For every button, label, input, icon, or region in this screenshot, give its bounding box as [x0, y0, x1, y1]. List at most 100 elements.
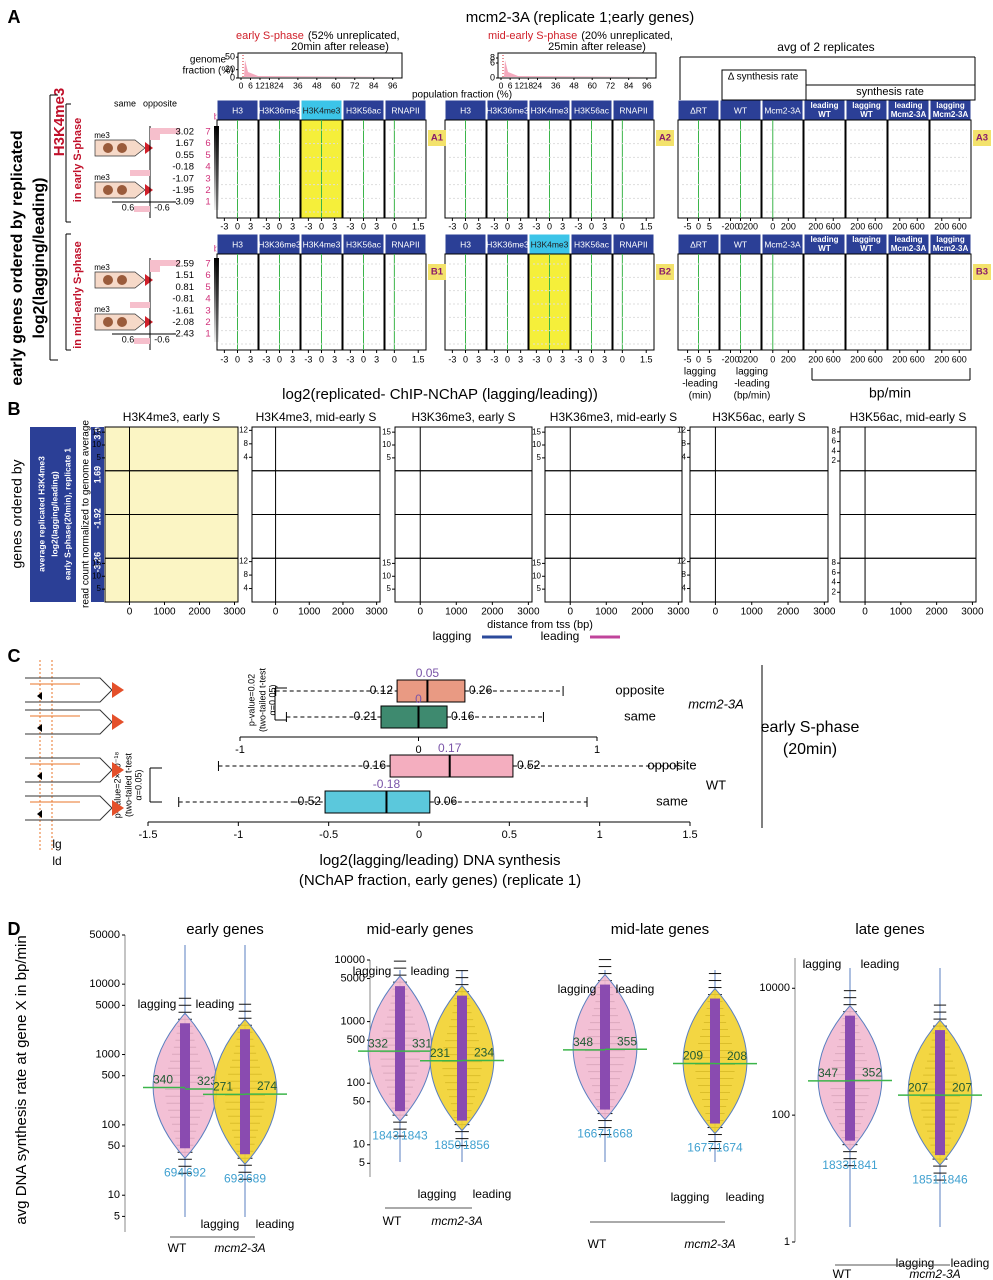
- bin-number: 2: [205, 185, 210, 196]
- x-axis-label: log2(replicated- ChIP-NChAP (lagging/lea…: [282, 386, 598, 403]
- column-plot: [612, 253, 655, 351]
- column-header-text: H3K4me3: [531, 239, 569, 249]
- x-tick-label: -3: [220, 354, 228, 364]
- facet-title: H3K56ac, early S: [712, 410, 805, 424]
- y-tick-label: 5: [537, 453, 542, 462]
- violin-core: [180, 1023, 190, 1149]
- side-label: lagging: [671, 1190, 710, 1204]
- badge-text: B3: [976, 267, 988, 278]
- median-label: 347: [818, 1066, 838, 1080]
- delta-header: Δ synthesis rate: [728, 72, 799, 83]
- side-label: lagging: [201, 1217, 240, 1231]
- x-tick-label: -3: [490, 221, 498, 231]
- column-plot: [761, 253, 804, 351]
- panel-title: mcm2-3A (replicate 1;early genes): [466, 9, 694, 26]
- facet-frame: [394, 470, 533, 515]
- group-label: mcm2-3A: [909, 1267, 960, 1280]
- diagram-label: me3: [94, 131, 110, 140]
- y-tick-label: 6: [832, 437, 837, 446]
- x-tick-label: 200: [808, 354, 823, 364]
- x-tick-label: 0: [589, 354, 594, 364]
- bin-number: 5: [205, 282, 210, 293]
- panel-label: B: [8, 399, 21, 419]
- y-tick-label: 4: [832, 578, 837, 587]
- x-tick-label: 0: [589, 221, 594, 231]
- right-xlabel: lagging: [736, 367, 768, 378]
- side-label: leading: [861, 957, 900, 971]
- count-label: 693: [224, 1171, 244, 1185]
- bin-value: 3.02: [176, 127, 195, 138]
- inset-xtick: 72: [350, 80, 360, 90]
- y-tick-label: 5: [537, 584, 542, 593]
- count-label: 692: [186, 1165, 206, 1179]
- count-label: 1667: [577, 1127, 604, 1141]
- badge: [656, 264, 674, 280]
- x-tick-label: 200: [781, 354, 796, 364]
- inset-ytick: 50: [225, 52, 235, 62]
- median-label: 348: [573, 1035, 593, 1049]
- facet-title: H3K56ac, mid-early S: [850, 410, 967, 424]
- y-tick-label: 15: [532, 427, 541, 436]
- column-header-text: H3K36me3: [486, 239, 529, 249]
- violin-core: [395, 986, 405, 1112]
- column-header-text: leading: [894, 101, 922, 110]
- y-tick-label: 8: [832, 427, 837, 436]
- x-tick-label: -3: [262, 354, 270, 364]
- side-label: leading: [726, 1190, 765, 1204]
- column-header: [612, 233, 655, 256]
- x-tick-label: -3: [220, 221, 228, 231]
- count-label: 1851: [912, 1172, 939, 1186]
- x-tick-label: 0: [770, 354, 775, 364]
- order-box: [30, 427, 76, 602]
- inset-xtick: 0: [239, 80, 244, 90]
- condition: (20min): [783, 741, 837, 758]
- row-name: same: [624, 708, 656, 723]
- inset-xtick: 60: [587, 80, 597, 90]
- column-header-text: WT: [860, 110, 873, 119]
- y-tick-label: 5: [387, 584, 392, 593]
- x-tick-label: 0: [713, 607, 719, 618]
- count-label: 1850: [434, 1138, 461, 1152]
- y-tick-label: 10: [532, 571, 541, 580]
- row-strip: [91, 427, 104, 602]
- violin-core: [457, 995, 467, 1121]
- column-header-text: H3K56ac: [346, 239, 382, 249]
- count-label: 1674: [716, 1141, 743, 1155]
- x-tick-label: 0: [547, 354, 552, 364]
- facet-title: mid-late genes: [611, 921, 709, 938]
- column-header-text: RNAPII: [391, 239, 419, 249]
- column-header-text: RNAPII: [619, 239, 647, 249]
- column-header-text: Mcm2-3A: [764, 105, 801, 115]
- column-header-text: H3K4me3: [531, 105, 569, 115]
- x-tick-label: -3: [448, 354, 456, 364]
- column-plot: [612, 119, 655, 219]
- side-label: leading: [256, 1217, 295, 1231]
- median-label: -0.18: [373, 777, 401, 791]
- inset-ytick: 0: [490, 72, 495, 82]
- p-value: p-value=0.02: [246, 674, 256, 726]
- order-box-text: log2(lagging/leading): [49, 471, 59, 557]
- x-tick-label: 0: [620, 221, 625, 231]
- facet-frame: [544, 426, 683, 472]
- bin-value: 2.59: [176, 259, 195, 270]
- y-tick-label: 1000: [341, 1016, 365, 1028]
- x-tick-label: -200: [721, 354, 739, 364]
- panel-label: D: [8, 919, 21, 939]
- x-tick-label: 0: [770, 221, 775, 231]
- facet-frame: [394, 426, 533, 472]
- x-tick-label: 0: [392, 221, 397, 231]
- gene-icon: [25, 757, 113, 783]
- right-xlabel: bp/min: [869, 385, 911, 401]
- x-tick-label: 3: [560, 221, 565, 231]
- facet-frame: [839, 557, 977, 603]
- column-plot: [803, 253, 846, 351]
- x-tick-label: 0: [319, 221, 324, 231]
- column-plot: [887, 253, 930, 351]
- x-tick-label: -3: [490, 354, 498, 364]
- median-label: 340: [153, 1073, 173, 1087]
- x-tick-label: 3: [560, 354, 565, 364]
- side-label: log2(lagging/leading): [31, 178, 48, 339]
- x-tick-label: 3: [332, 354, 337, 364]
